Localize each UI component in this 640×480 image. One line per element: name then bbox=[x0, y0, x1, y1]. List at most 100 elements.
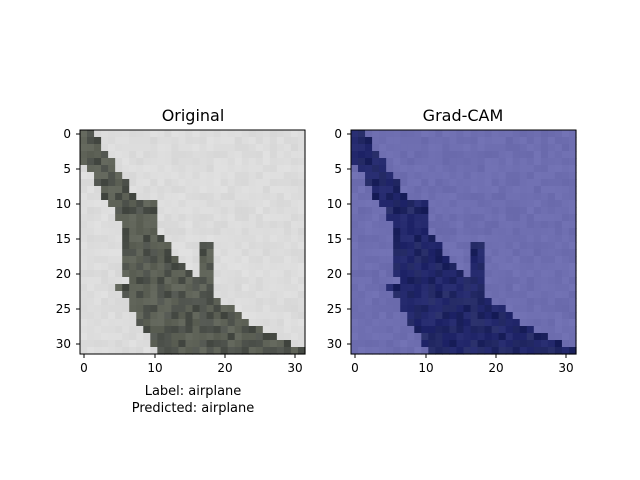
image-pixel bbox=[171, 340, 180, 348]
image-pixel bbox=[87, 207, 95, 215]
image-pixel bbox=[442, 151, 451, 159]
image-pixel bbox=[435, 263, 444, 271]
image-pixel bbox=[554, 270, 563, 278]
image-pixel bbox=[164, 277, 173, 285]
image-pixel bbox=[428, 298, 436, 306]
image-pixel bbox=[540, 207, 549, 215]
image-pixel bbox=[192, 137, 201, 145]
image-pixel bbox=[491, 165, 500, 173]
image-pixel bbox=[400, 270, 408, 278]
image-pixel bbox=[213, 207, 222, 215]
image-pixel bbox=[234, 291, 243, 299]
image-pixel bbox=[80, 312, 88, 320]
image-pixel bbox=[470, 256, 479, 264]
image-pixel bbox=[283, 186, 292, 194]
image-pixel bbox=[199, 291, 208, 299]
image-pixel bbox=[178, 186, 187, 194]
image-pixel bbox=[220, 165, 229, 173]
image-pixel bbox=[358, 305, 366, 313]
image-pixel bbox=[463, 326, 472, 334]
image-pixel bbox=[421, 193, 429, 201]
image-pixel bbox=[206, 298, 215, 306]
image-pixel bbox=[171, 186, 180, 194]
image-pixel bbox=[227, 277, 236, 285]
image-pixel bbox=[407, 214, 415, 222]
image-pixel bbox=[505, 249, 514, 257]
image-pixel bbox=[220, 221, 229, 229]
image-pixel bbox=[505, 326, 514, 334]
image-pixel bbox=[178, 347, 187, 355]
image-pixel bbox=[379, 130, 387, 138]
image-pixel bbox=[185, 193, 194, 201]
image-pixel bbox=[94, 319, 102, 327]
image-pixel bbox=[351, 179, 359, 187]
image-pixel bbox=[540, 200, 549, 208]
image-pixel bbox=[400, 137, 408, 145]
image-pixel bbox=[407, 158, 415, 166]
image-pixel bbox=[449, 221, 458, 229]
image-pixel bbox=[192, 151, 201, 159]
image-pixel bbox=[234, 277, 243, 285]
image-pixel bbox=[129, 179, 137, 187]
image-pixel bbox=[456, 228, 465, 236]
image-pixel bbox=[372, 340, 380, 348]
image-pixel bbox=[206, 340, 215, 348]
image-pixel bbox=[220, 263, 229, 271]
image-pixel bbox=[484, 144, 493, 152]
image-pixel bbox=[568, 284, 577, 292]
image-pixel bbox=[435, 221, 444, 229]
image-pixel bbox=[164, 228, 173, 236]
image-pixel bbox=[136, 340, 144, 348]
image-pixel bbox=[505, 333, 514, 341]
image-pixel bbox=[94, 242, 102, 250]
image-pixel bbox=[220, 235, 229, 243]
image-pixel bbox=[101, 284, 109, 292]
image-pixel bbox=[213, 263, 222, 271]
image-pixel bbox=[505, 193, 514, 201]
y-tick-20: 20 bbox=[327, 267, 351, 281]
image-pixel bbox=[526, 130, 535, 138]
image-pixel bbox=[297, 333, 306, 341]
image-pixel bbox=[227, 347, 236, 355]
image-pixel bbox=[192, 298, 201, 306]
image-pixel bbox=[255, 298, 264, 306]
image-pixel bbox=[512, 242, 521, 250]
image-pixel bbox=[269, 270, 278, 278]
image-pixel bbox=[178, 207, 187, 215]
image-pixel bbox=[115, 172, 123, 180]
image-pixel bbox=[276, 340, 285, 348]
image-pixel bbox=[122, 326, 130, 334]
image-pixel bbox=[519, 277, 528, 285]
image-pixel bbox=[143, 221, 151, 229]
image-pixel bbox=[220, 193, 229, 201]
image-pixel bbox=[213, 193, 222, 201]
image-pixel bbox=[568, 165, 577, 173]
image-pixel bbox=[386, 130, 394, 138]
image-pixel bbox=[255, 305, 264, 313]
image-pixel bbox=[297, 207, 306, 215]
image-pixel bbox=[386, 144, 394, 152]
image-pixel bbox=[533, 165, 542, 173]
image-pixel bbox=[491, 263, 500, 271]
image-pixel bbox=[442, 277, 451, 285]
image-pixel bbox=[533, 347, 542, 355]
image-pixel bbox=[143, 151, 151, 159]
image-pixel bbox=[171, 333, 180, 341]
image-pixel bbox=[498, 179, 507, 187]
image-pixel bbox=[115, 326, 123, 334]
image-pixel bbox=[484, 214, 493, 222]
gradcam-image-axes bbox=[350, 129, 577, 355]
image-pixel bbox=[227, 137, 236, 145]
image-pixel bbox=[414, 242, 422, 250]
image-pixel bbox=[234, 340, 243, 348]
image-pixel bbox=[290, 249, 299, 257]
image-pixel bbox=[136, 151, 144, 159]
image-pixel bbox=[456, 333, 465, 341]
image-pixel bbox=[255, 158, 264, 166]
image-pixel bbox=[276, 347, 285, 355]
image-pixel bbox=[115, 291, 123, 299]
image-pixel bbox=[365, 137, 373, 145]
image-pixel bbox=[143, 130, 151, 138]
y-tick-label: 25 bbox=[56, 302, 71, 316]
image-pixel bbox=[101, 298, 109, 306]
